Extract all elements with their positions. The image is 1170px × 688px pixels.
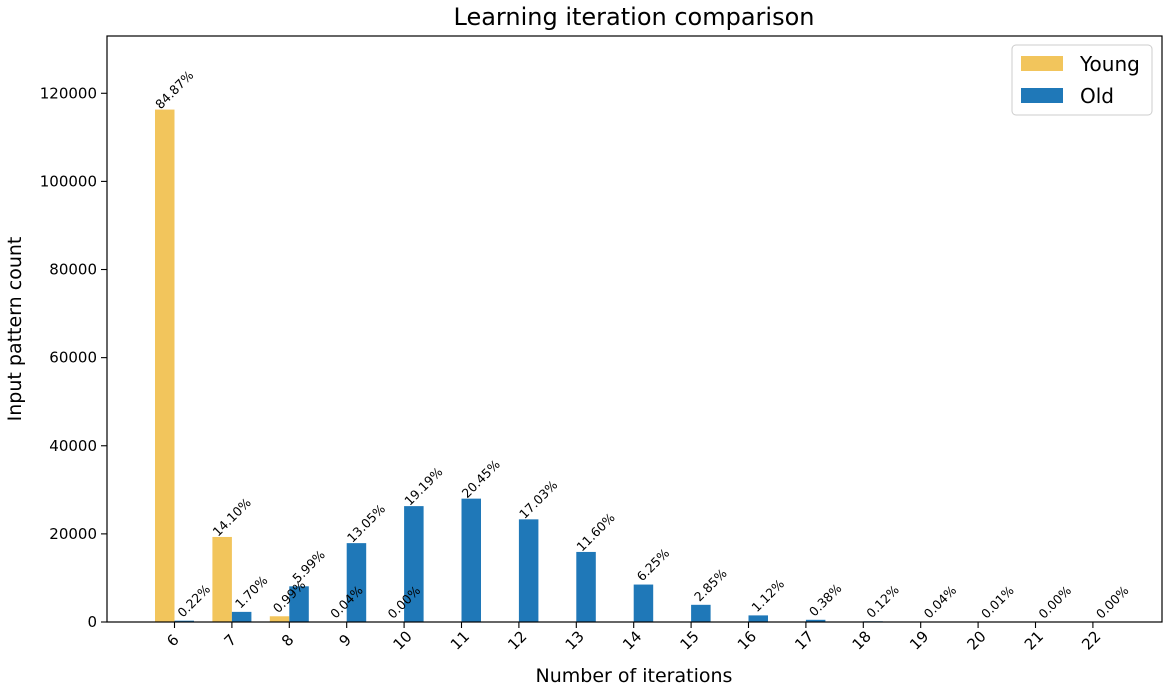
y-tick-label-80000: 80000 — [49, 261, 97, 279]
x-tick-label-14: 14 — [619, 627, 645, 653]
bars-group — [155, 109, 998, 622]
x-tick-label-18: 18 — [849, 627, 875, 653]
y-tick-label-60000: 60000 — [49, 349, 97, 367]
x-tick-label-9: 9 — [335, 631, 354, 650]
bar-young-7 — [212, 536, 232, 622]
legend-label-young: Young — [1079, 52, 1140, 76]
percent-label-young-6: 84.87% — [152, 67, 196, 111]
percent-label-old-21: 0.00% — [1035, 583, 1074, 622]
bar-old-13 — [576, 551, 596, 622]
bar-old-8 — [289, 586, 309, 622]
bar-old-9 — [346, 543, 367, 622]
x-axis-label: Number of iterations — [536, 665, 733, 687]
x-tick-label-15: 15 — [676, 627, 702, 653]
chart-title: Learning iteration comparison — [454, 3, 815, 31]
legend-swatch-old — [1021, 88, 1063, 103]
y-tick-label-100000: 100000 — [40, 172, 97, 190]
x-tick-label-19: 19 — [906, 627, 932, 653]
y-tick-label-120000: 120000 — [40, 84, 97, 102]
x-axis: 6 7 8 9 10 11 12 13 14 15 16 17 18 19 20 21 22 — [163, 622, 1104, 654]
bar-old-6 — [174, 620, 194, 622]
legend: Young Old — [1011, 44, 1153, 116]
y-axis-label: Input pattern count — [4, 237, 26, 422]
y-axis: 0 20000 40000 60000 80000 100000 120000 — [40, 84, 107, 631]
percent-label-old-19: 0.04% — [921, 582, 960, 621]
percent-label-old-13: 11.60% — [573, 510, 617, 554]
x-tick-label-6: 6 — [163, 631, 182, 650]
percent-label-young-7: 14.10% — [210, 495, 254, 539]
percent-label-old-6: 0.22% — [174, 581, 213, 620]
x-tick-label-13: 13 — [562, 627, 588, 653]
x-tick-label-16: 16 — [734, 627, 760, 653]
percent-label-old-22: 0.00% — [1093, 583, 1132, 622]
plot-area-frame — [106, 35, 1163, 623]
legend-swatch-young — [1021, 56, 1063, 71]
percentage-labels-group: 84.87%14.10%0.99% 0.04% 0.00%0.22% 1.70%5.9… — [152, 67, 1131, 621]
percent-label-old-16: 1.12% — [748, 576, 787, 615]
x-tick-label-11: 11 — [447, 627, 473, 653]
percent-label-old-18: 0.12% — [863, 582, 902, 621]
percent-label-old-12: 17.03% — [516, 477, 560, 521]
x-tick-label-12: 12 — [504, 627, 530, 653]
y-tick-label-20000: 20000 — [49, 525, 97, 543]
bar-old-12 — [518, 519, 539, 622]
bar-young-8 — [269, 616, 290, 622]
percent-label-old-11: 20.45% — [459, 456, 503, 500]
y-tick-label-40000: 40000 — [49, 437, 97, 455]
x-tick-label-20: 20 — [963, 627, 989, 653]
percent-label-old-7: 1.70% — [232, 573, 271, 612]
bar-old-15 — [691, 604, 711, 622]
percent-label-old-9: 13.05% — [344, 501, 388, 545]
y-tick-label-0: 0 — [87, 613, 97, 631]
bar-old-16 — [748, 615, 768, 622]
percent-label-old-20: 0.01% — [978, 583, 1017, 622]
x-tick-label-8: 8 — [278, 631, 297, 650]
legend-label-old: Old — [1080, 84, 1114, 108]
x-tick-label-21: 21 — [1021, 627, 1047, 653]
percent-label-old-15: 2.85% — [691, 565, 730, 604]
bar-old-11 — [461, 498, 481, 622]
bar-young-6 — [155, 109, 175, 622]
x-tick-label-7: 7 — [221, 631, 240, 650]
bar-old-17 — [805, 619, 826, 622]
x-tick-label-22: 22 — [1078, 627, 1104, 653]
percent-label-old-10: 19.19% — [401, 464, 445, 508]
percent-label-old-14: 6.25% — [634, 545, 673, 584]
bar-old-14 — [633, 584, 654, 622]
percent-label-old-17: 0.38% — [806, 580, 845, 619]
x-tick-label-17: 17 — [791, 627, 817, 653]
bar-old-7 — [231, 611, 252, 622]
percent-label-old-8: 5.99% — [289, 547, 328, 586]
x-tick-label-10: 10 — [389, 627, 415, 653]
bar-old-10 — [404, 506, 424, 622]
